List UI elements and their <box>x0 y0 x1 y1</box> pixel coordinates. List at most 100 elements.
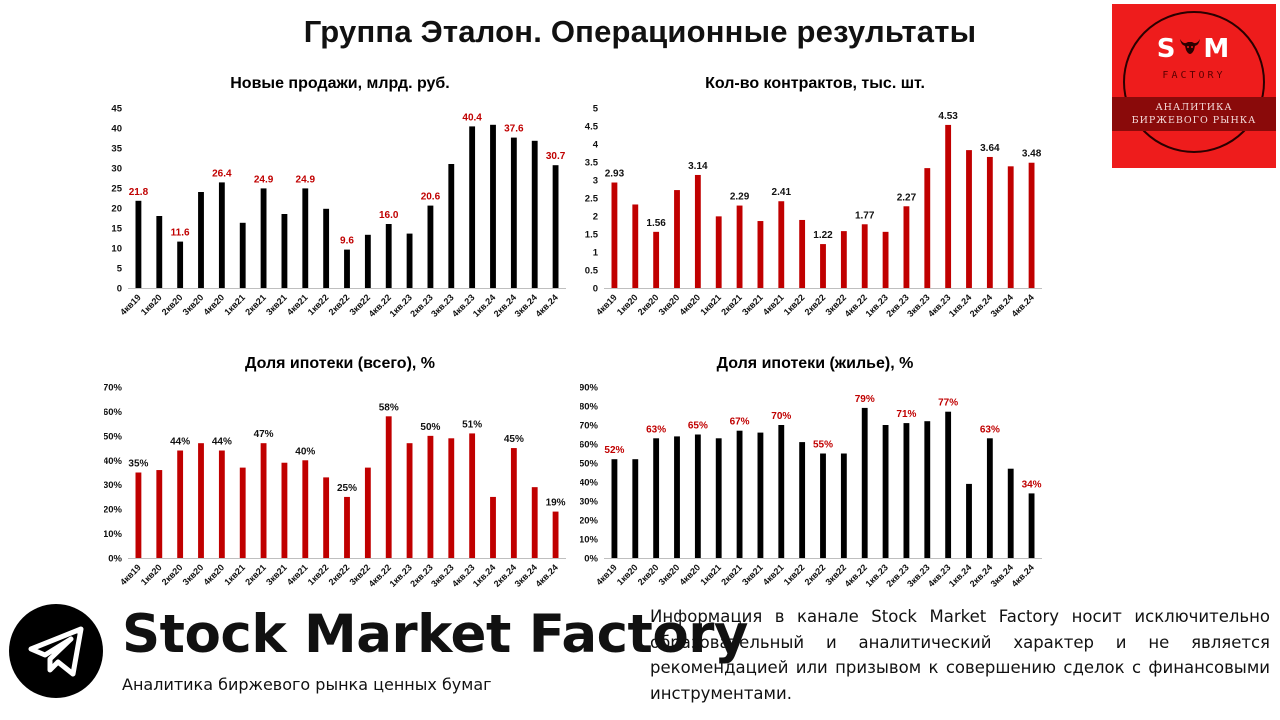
mortgage-residential-bar <box>903 423 910 558</box>
new-sales-y-tick: 15 <box>111 224 122 235</box>
contracts-y-tick: 0.5 <box>585 266 599 277</box>
mortgage-residential-data-label: 34% <box>1022 479 1042 490</box>
mortgage-residential-data-label: 65% <box>688 421 708 432</box>
chart-mortgage-residential: Доля ипотеки (жилье), % 0% 10% 20% 30% 40% 50%… <box>579 350 1050 600</box>
contracts-x-tick: 1кв22 <box>782 292 807 317</box>
mortgage-residential-title: Доля ипотеки (жилье), % <box>717 355 914 372</box>
mortgage-residential-bar <box>820 453 826 558</box>
contracts-bar <box>736 205 743 288</box>
mortgage-total-bar <box>302 460 309 558</box>
mortgage-residential-y-tick: 0% <box>584 554 598 565</box>
mortgage-residential-bar <box>986 438 993 558</box>
mortgage-residential-bar <box>882 425 889 558</box>
new-sales-x-tick: 4кв19 <box>118 292 143 317</box>
mortgage-total-title: Доля ипотеки (всего), % <box>245 355 435 372</box>
new-sales-y-tick: 25 <box>111 184 122 195</box>
mortgage-total-data-label: 58% <box>379 402 399 413</box>
mortgage-total-y-tick: 60% <box>104 407 123 418</box>
mortgage-total-x-tick: 1кв21 <box>222 562 247 587</box>
chart-contracts: Кол-во контрактов, тыс. шт. 0 0.5 1 1.5 2 2.5 3… <box>580 70 1050 330</box>
new-sales-bar <box>448 164 455 288</box>
mortgage-residential-y-tick: 70% <box>580 421 599 432</box>
logo-letter-m: M <box>1203 34 1232 64</box>
mortgage-total-y-tick: 40% <box>104 456 123 467</box>
contracts-bar <box>632 204 639 288</box>
mortgage-total-x-tick: 1кв22 <box>306 562 331 587</box>
mortgage-total-bar <box>344 496 350 558</box>
contracts-bar <box>653 231 660 288</box>
mortgage-residential-bar <box>799 442 806 558</box>
mortgage-total-bar <box>281 462 288 558</box>
new-sales-bar <box>427 205 434 288</box>
contracts-y-tick: 3.5 <box>585 158 599 169</box>
chart-new-sales: Новые продажи, млрд. руб. 0 5 10 15 20 25 30 35 4… <box>104 70 576 330</box>
mortgage-residential-bar <box>778 425 785 558</box>
contracts-data-label: 1.77 <box>855 210 875 221</box>
logo-ring <box>1123 11 1265 153</box>
contracts-x-tick: 1кв21 <box>698 292 723 317</box>
new-sales-bar <box>156 216 163 288</box>
new-sales-bar <box>469 126 476 289</box>
mortgage-residential-x-tick: 1кв22 <box>782 562 807 587</box>
mortgage-total-y-tick: 10% <box>104 529 123 540</box>
mortgage-total-data-label: 40% <box>295 446 315 457</box>
mortgage-residential-bar <box>736 430 743 558</box>
contracts-y-tick: 4 <box>593 140 599 151</box>
new-sales-y-tick: 45 <box>111 104 122 115</box>
mortgage-residential-y-tick: 50% <box>580 459 599 470</box>
contracts-bar <box>799 219 806 288</box>
contracts-y-tick: 2.5 <box>585 194 599 205</box>
contracts-y-tick: 0 <box>593 284 598 295</box>
mortgage-total-bar <box>490 496 496 558</box>
mortgage-total-bar <box>218 450 225 558</box>
mortgage-residential-bar <box>1007 468 1014 558</box>
contracts-data-label: 2.29 <box>730 192 750 203</box>
mortgage-residential-data-label: 70% <box>771 411 791 422</box>
new-sales-bar <box>406 233 413 288</box>
mortgage-total-x-tick: 3кв21 <box>264 562 289 587</box>
new-sales-bar <box>302 188 309 288</box>
brand-name: Stock Market Factory <box>122 604 748 665</box>
new-sales-data-label: 37.6 <box>504 124 524 135</box>
mortgage-total-bar <box>135 472 142 558</box>
mortgage-total-data-label: 44% <box>212 437 232 448</box>
mortgage-total-x-tick: 4кв21 <box>285 562 310 587</box>
mortgage-total-data-label: 44% <box>170 437 190 448</box>
new-sales-x-tick: 2кв20 <box>160 292 185 317</box>
brand-subtitle: Аналитика биржевого рынка ценных бумаг <box>122 675 492 694</box>
mortgage-residential-data-label: 79% <box>855 394 875 405</box>
contracts-bar <box>903 206 910 288</box>
new-sales-data-label: 24.9 <box>296 174 316 185</box>
mortgage-residential-bar <box>945 411 952 558</box>
contracts-data-label: 2.93 <box>605 169 625 180</box>
new-sales-x-tick: 1кв20 <box>139 292 164 317</box>
mortgage-residential-bar <box>715 438 722 558</box>
new-sales-bar <box>385 224 392 288</box>
mortgage-residential-bar <box>694 434 701 558</box>
mortgage-total-bar <box>406 443 413 558</box>
mortgage-residential-x-tick: 2кв21 <box>719 562 744 587</box>
new-sales-x-tick: 1кв22 <box>306 292 331 317</box>
mortgage-total-bar <box>448 438 455 558</box>
mortgage-residential-bar <box>611 459 618 558</box>
mortgage-residential-data-label: 63% <box>646 424 666 435</box>
mortgage-total-y-tick: 20% <box>104 505 123 516</box>
mortgage-residential-y-tick: 10% <box>580 535 599 546</box>
mortgage-total-x-tick: 2кв21 <box>243 562 268 587</box>
mortgage-total-x-tick: 1кв20 <box>139 562 164 587</box>
mortgage-residential-bar <box>674 436 680 558</box>
contracts-x-tick: 4кв.24 <box>1009 292 1036 319</box>
contracts-bar <box>986 156 993 288</box>
mortgage-total-bar <box>531 487 538 558</box>
contracts-x-tick: 1кв20 <box>615 292 640 317</box>
mortgage-residential-bar <box>1028 493 1035 558</box>
logo-letter-s: S <box>1156 34 1178 64</box>
logo-factory: FACTORY <box>1162 70 1226 81</box>
mortgage-total-bar <box>385 416 392 558</box>
mortgage-total-bar <box>552 511 559 558</box>
mortgage-total-bar <box>364 467 371 558</box>
logo-line-2: БИРЖЕВОГО РЫНКА <box>1131 115 1257 126</box>
contracts-bar <box>674 190 680 288</box>
mortgage-residential-data-label: 67% <box>730 417 750 428</box>
mortgage-residential-data-label: 52% <box>604 445 624 456</box>
